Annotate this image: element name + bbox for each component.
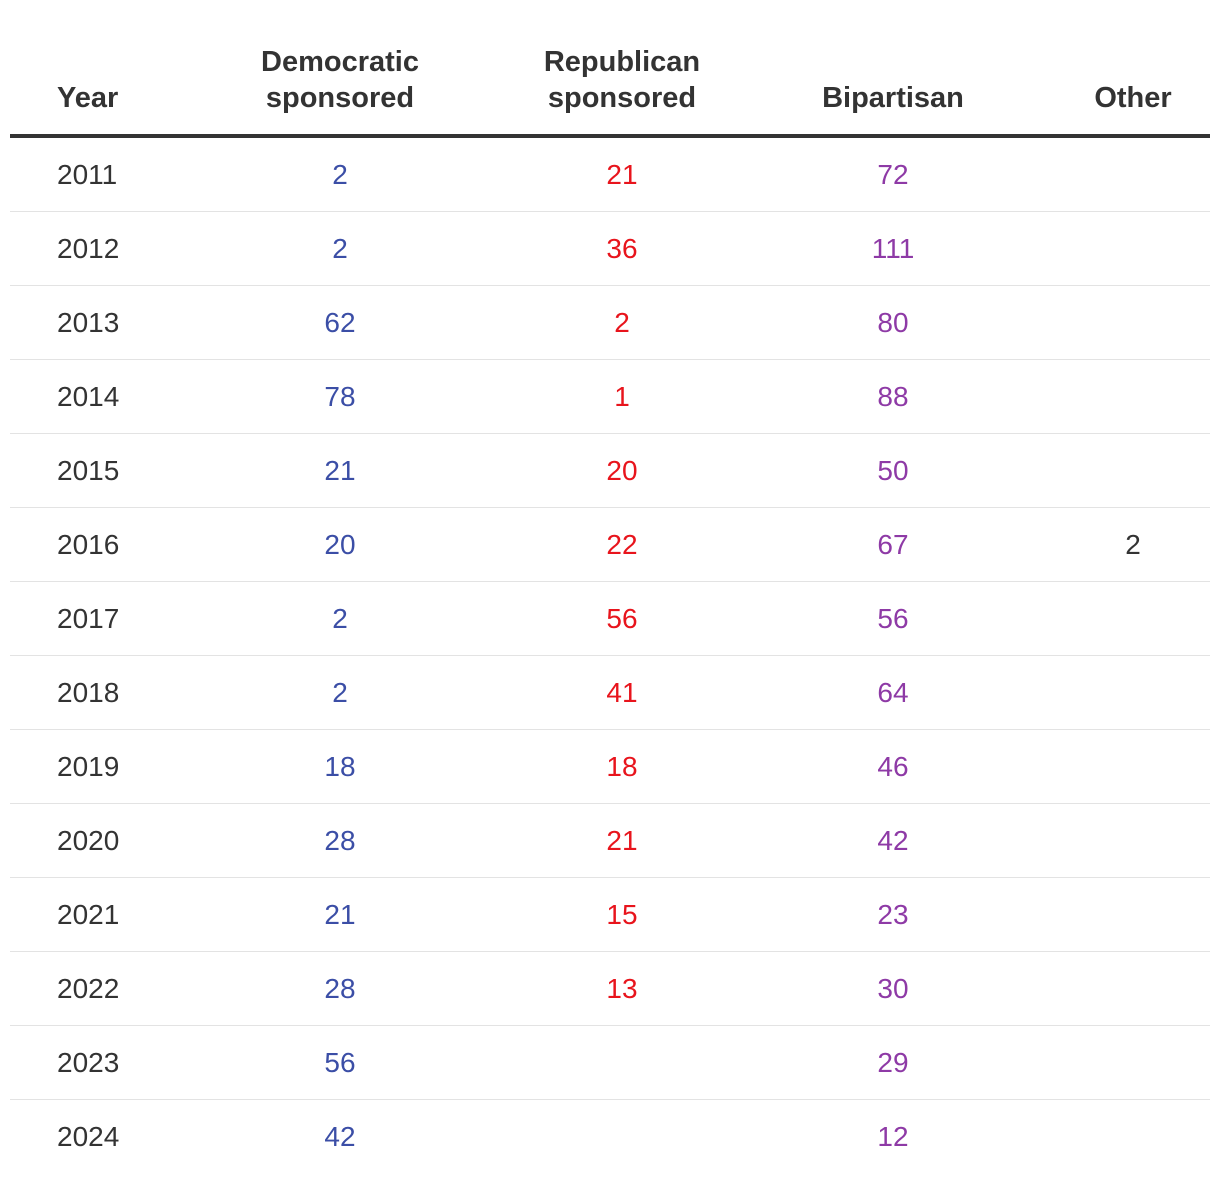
cell-year: 2020: [57, 825, 120, 856]
cell-republican: 1: [614, 381, 630, 412]
cell-other: 2: [1125, 529, 1141, 560]
cell-year: 2013: [57, 307, 120, 338]
table-row: 2011 2 21 72: [10, 138, 1210, 212]
data-table: Year Democratic sponsored Republican spo…: [10, 0, 1210, 1174]
cell-year: 2023: [57, 1047, 120, 1078]
table-header-row: Year Democratic sponsored Republican spo…: [10, 0, 1210, 138]
header-democratic: Democratic sponsored: [261, 46, 419, 114]
cell-year: 2011: [57, 159, 118, 190]
header-republican: Republican sponsored: [543, 46, 701, 114]
table-row: 2022 28 13 30: [10, 952, 1210, 1026]
table-row: 2017 2 56 56: [10, 582, 1210, 656]
cell-democratic: 78: [324, 381, 356, 412]
header-bipartisan: Bipartisan: [822, 82, 964, 114]
cell-bipartisan: 12: [877, 1121, 909, 1152]
cell-republican: 36: [606, 233, 638, 264]
cell-year: 2021: [57, 899, 120, 930]
cell-bipartisan: 72: [877, 159, 909, 190]
cell-democratic: 2: [332, 159, 348, 190]
cell-democratic: 21: [324, 455, 356, 486]
table-row: 2014 78 1 88: [10, 360, 1210, 434]
cell-bipartisan: 23: [877, 899, 909, 930]
cell-republican: 2: [614, 307, 630, 338]
cell-year: 2015: [57, 455, 120, 486]
cell-bipartisan: 111: [871, 233, 915, 264]
cell-bipartisan: 46: [877, 751, 909, 782]
cell-republican: 18: [606, 751, 638, 782]
cell-year: 2016: [57, 529, 120, 560]
table-row: 2012 2 36 111: [10, 212, 1210, 286]
table-row: 2021 21 15 23: [10, 878, 1210, 952]
cell-year: 2024: [57, 1121, 120, 1152]
cell-democratic: 21: [324, 899, 356, 930]
table-row: 2016 20 22 67 2: [10, 508, 1210, 582]
cell-bipartisan: 88: [877, 381, 909, 412]
cell-bipartisan: 56: [877, 603, 909, 634]
cell-bipartisan: 80: [877, 307, 909, 338]
cell-democratic: 2: [332, 233, 348, 264]
cell-democratic: 62: [324, 307, 356, 338]
cell-democratic: 28: [324, 825, 356, 856]
cell-year: 2018: [57, 677, 120, 708]
table-row: 2024 42 12: [10, 1100, 1210, 1174]
header-other: Other: [1094, 82, 1172, 114]
cell-republican: 22: [606, 529, 638, 560]
table-row: 2019 18 18 46: [10, 730, 1210, 804]
cell-year: 2019: [57, 751, 120, 782]
cell-bipartisan: 50: [877, 455, 909, 486]
table-row: 2013 62 2 80: [10, 286, 1210, 360]
header-year: Year: [57, 82, 119, 114]
cell-bipartisan: 30: [877, 973, 909, 1004]
cell-republican: 13: [606, 973, 638, 1004]
cell-democratic: 2: [332, 677, 348, 708]
cell-democratic: 56: [324, 1047, 356, 1078]
table-body: 2011 2 21 72 2012 2 36 111 2013 62 2 80 2014 78 1 88 201…: [10, 138, 1210, 1174]
cell-democratic: 42: [324, 1121, 356, 1152]
cell-year: 2017: [57, 603, 120, 634]
cell-democratic: 28: [324, 973, 356, 1004]
table-row: 2015 21 20 50: [10, 434, 1210, 508]
cell-republican: 21: [606, 825, 638, 856]
table-row: 2020 28 21 42: [10, 804, 1210, 878]
cell-democratic: 2: [332, 603, 348, 634]
cell-republican: 56: [606, 603, 638, 634]
cell-republican: 20: [606, 455, 638, 486]
cell-bipartisan: 64: [877, 677, 909, 708]
cell-bipartisan: 67: [877, 529, 909, 560]
cell-bipartisan: 42: [877, 825, 909, 856]
cell-bipartisan: 29: [877, 1047, 909, 1078]
cell-year: 2022: [57, 973, 120, 1004]
cell-republican: 21: [606, 159, 638, 190]
cell-year: 2014: [57, 381, 120, 412]
cell-republican: 41: [606, 677, 638, 708]
cell-republican: 15: [606, 899, 638, 930]
cell-democratic: 20: [324, 529, 356, 560]
table-row: 2023 56 29: [10, 1026, 1210, 1100]
cell-year: 2012: [57, 233, 120, 264]
table-row: 2018 2 41 64: [10, 656, 1210, 730]
cell-democratic: 18: [324, 751, 356, 782]
